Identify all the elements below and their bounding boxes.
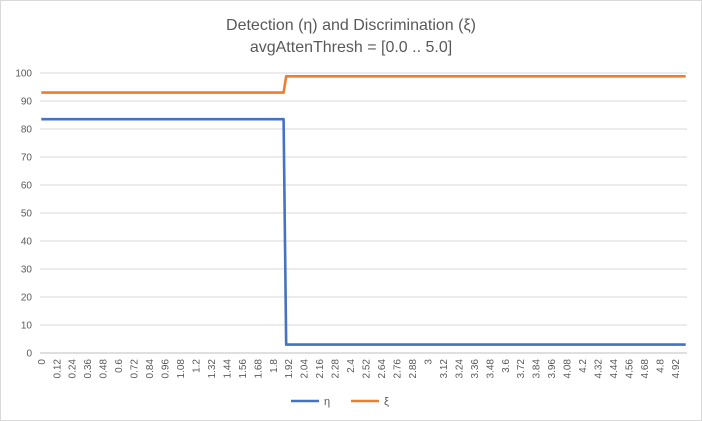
x-tick-label: 2.28 — [331, 359, 342, 379]
series-line-eta — [41, 117, 686, 346]
legend-label: ξ — [384, 396, 389, 408]
gridlines — [40, 72, 687, 354]
x-tick-label: 4.8 — [655, 359, 666, 373]
x-tick-label: 2.76 — [393, 359, 404, 379]
x-tick-label: 1.2 — [191, 359, 202, 373]
series-line-xi — [41, 75, 686, 94]
x-tick-label: 4.32 — [594, 359, 605, 379]
x-tick-label: 3.48 — [485, 359, 496, 379]
x-tick-label: 4.56 — [625, 359, 636, 379]
y-tick-label: 80 — [21, 125, 33, 136]
x-tick-label: 3.84 — [532, 359, 543, 379]
x-tick-label: 4.44 — [609, 359, 620, 379]
x-tick-label: 4.2 — [578, 359, 589, 373]
y-tick-label: 90 — [21, 97, 33, 108]
chart-subtitle: avgAttenThresh = [0.0 .. 5.0] — [250, 39, 452, 56]
x-tick-label: 2.88 — [408, 359, 419, 379]
x-axis-ticks: 0 0.12 0.24 0.36 0.48 0.6 0.72 0.84 0.96 1.08 1.2 1… — [37, 359, 682, 379]
x-tick-label: 1.92 — [284, 359, 295, 379]
x-tick-label: 3.36 — [470, 359, 481, 379]
x-tick-label: 3.12 — [439, 359, 450, 379]
y-tick-label: 10 — [21, 321, 33, 332]
x-tick-label: 0.48 — [99, 359, 110, 379]
x-tick-label: 3.6 — [501, 359, 512, 373]
x-tick-label: 4.08 — [563, 359, 574, 379]
x-tick-label: 1.56 — [238, 359, 249, 379]
x-tick-label: 2.04 — [300, 359, 311, 379]
x-tick-label: 4.92 — [671, 359, 682, 379]
x-tick-label: 2.64 — [377, 359, 388, 379]
chart-title: Detection (η) and Discrimination (ξ) — [226, 17, 476, 34]
y-tick-label: 50 — [21, 209, 33, 220]
x-tick-label: 0.36 — [83, 359, 94, 379]
y-tick-label: 60 — [21, 181, 33, 192]
x-tick-label: 0.72 — [130, 359, 141, 379]
x-tick-label: 1.32 — [207, 359, 218, 379]
x-tick-label: 4.68 — [640, 359, 651, 379]
x-tick-label: 1.08 — [176, 359, 187, 379]
y-tick-label: 100 — [15, 69, 32, 80]
x-tick-label: 0.96 — [161, 359, 172, 379]
x-tick-label: 3.96 — [547, 359, 558, 379]
y-tick-label: 30 — [21, 265, 33, 276]
y-tick-label: 40 — [21, 237, 33, 248]
x-tick-label: 2.4 — [346, 359, 357, 373]
x-tick-label: 0 — [37, 359, 48, 365]
x-tick-label: 3.72 — [516, 359, 527, 379]
x-tick-label: 2.52 — [362, 359, 373, 379]
x-tick-label: 1.68 — [253, 359, 264, 379]
x-tick-label: 1.44 — [222, 359, 233, 379]
x-tick-label: 1.8 — [269, 359, 280, 373]
y-tick-label: 20 — [21, 293, 33, 304]
x-tick-label: 3 — [423, 359, 434, 365]
x-tick-label: 0.84 — [145, 359, 156, 379]
x-tick-label: 2.16 — [315, 359, 326, 379]
x-tick-label: 3.24 — [454, 359, 465, 379]
y-axis-ticks: 0 10 20 30 40 50 60 70 80 90 100 — [15, 69, 32, 360]
y-tick-label: 0 — [26, 349, 32, 360]
x-tick-label: 0.24 — [68, 359, 79, 379]
legend-label: η — [324, 396, 330, 408]
x-tick-label: 0.6 — [114, 359, 125, 373]
series-lines — [41, 75, 686, 346]
x-tick-label: 0.12 — [52, 359, 63, 379]
y-tick-label: 70 — [21, 153, 33, 164]
